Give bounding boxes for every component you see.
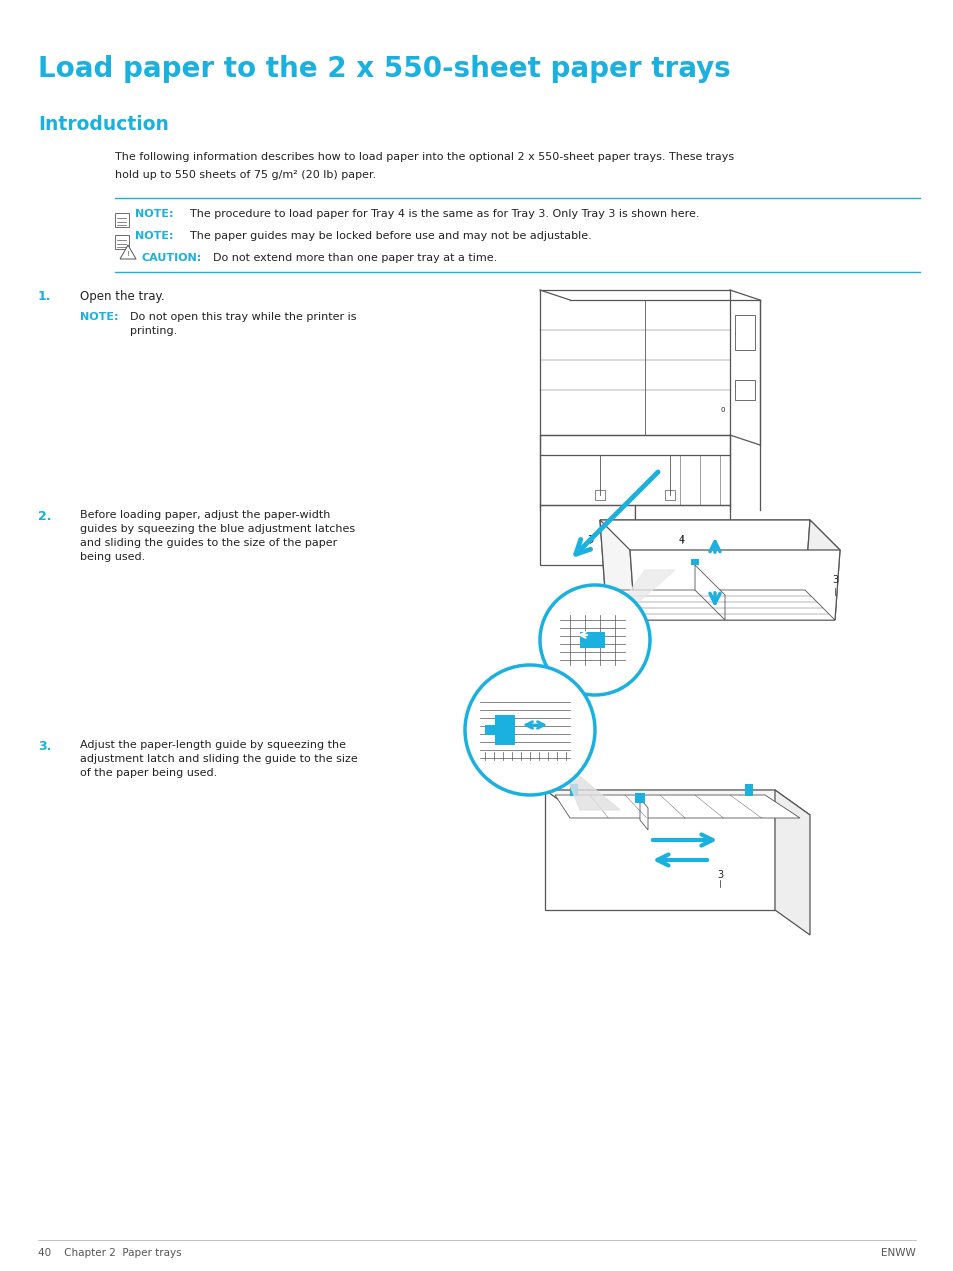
Polygon shape <box>804 520 840 620</box>
Polygon shape <box>639 798 647 830</box>
FancyBboxPatch shape <box>635 793 644 803</box>
Polygon shape <box>539 435 729 455</box>
Text: hold up to 550 sheets of 75 g/m² (20 lb) paper.: hold up to 550 sheets of 75 g/m² (20 lb)… <box>115 170 375 180</box>
FancyBboxPatch shape <box>664 491 675 500</box>
Text: !: ! <box>127 250 130 257</box>
FancyBboxPatch shape <box>495 716 515 745</box>
Text: 3: 3 <box>717 871 722 880</box>
FancyBboxPatch shape <box>690 559 699 566</box>
Polygon shape <box>599 520 635 620</box>
FancyBboxPatch shape <box>595 491 604 500</box>
Text: Adjust the paper-length guide by squeezing the: Adjust the paper-length guide by squeezi… <box>80 740 346 750</box>
Text: NOTE:: NOTE: <box>135 208 173 219</box>
FancyBboxPatch shape <box>734 380 754 400</box>
Circle shape <box>464 665 595 794</box>
Polygon shape <box>629 550 840 620</box>
Polygon shape <box>120 245 136 259</box>
Text: printing.: printing. <box>130 325 177 336</box>
Text: being used.: being used. <box>80 552 145 562</box>
Text: Load paper to the 2 x 550-sheet paper trays: Load paper to the 2 x 550-sheet paper tr… <box>38 55 730 83</box>
Text: Open the tray.: Open the tray. <box>80 290 165 302</box>
Text: 2.: 2. <box>38 510 51 522</box>
FancyBboxPatch shape <box>544 791 774 910</box>
Polygon shape <box>559 760 619 810</box>
Polygon shape <box>774 791 809 935</box>
Text: NOTE:: NOTE: <box>135 231 173 241</box>
FancyBboxPatch shape <box>744 784 752 796</box>
Polygon shape <box>599 520 809 590</box>
FancyBboxPatch shape <box>734 315 754 350</box>
Text: 40    Chapter 2  Paper trays: 40 Chapter 2 Paper trays <box>38 1248 181 1258</box>
Text: The paper guides may be locked before use and may not be adjustable.: The paper guides may be locked before us… <box>190 231 591 241</box>
FancyBboxPatch shape <box>635 505 729 566</box>
Text: 3: 3 <box>831 574 837 585</box>
Text: 3: 3 <box>586 535 593 545</box>
Polygon shape <box>604 590 834 620</box>
FancyBboxPatch shape <box>539 505 635 566</box>
Polygon shape <box>544 791 809 815</box>
Polygon shape <box>695 566 724 620</box>
FancyBboxPatch shape <box>569 784 578 796</box>
Text: NOTE:: NOTE: <box>80 311 118 322</box>
Text: The following information describes how to load paper into the optional 2 x 550-: The following information describes how … <box>115 153 734 161</box>
FancyBboxPatch shape <box>115 214 129 228</box>
Polygon shape <box>595 569 675 641</box>
Polygon shape <box>599 520 840 550</box>
Text: adjustment latch and sliding the guide to the size: adjustment latch and sliding the guide t… <box>80 754 357 764</box>
FancyBboxPatch shape <box>115 235 129 249</box>
Text: Do not extend more than one paper tray at a time.: Do not extend more than one paper tray a… <box>213 253 497 263</box>
Polygon shape <box>555 794 800 819</box>
Text: of the paper being used.: of the paper being used. <box>80 768 217 778</box>
Text: 4: 4 <box>679 535 684 545</box>
Text: guides by squeezing the blue adjustment latches: guides by squeezing the blue adjustment … <box>80 524 355 534</box>
Text: The procedure to load paper for Tray 4 is the same as for Tray 3. Only Tray 3 is: The procedure to load paper for Tray 4 i… <box>190 208 699 219</box>
Text: 1.: 1. <box>38 290 51 302</box>
Text: Introduction: Introduction <box>38 114 169 133</box>
Circle shape <box>539 585 649 695</box>
FancyBboxPatch shape <box>579 632 604 648</box>
Text: ENWW: ENWW <box>881 1248 915 1258</box>
FancyBboxPatch shape <box>484 724 499 735</box>
Text: 3.: 3. <box>38 740 51 752</box>
Text: Before loading paper, adjust the paper-width: Before loading paper, adjust the paper-w… <box>80 510 330 520</box>
Text: CAUTION:: CAUTION: <box>142 253 202 263</box>
Text: Do not open this tray while the printer is: Do not open this tray while the printer … <box>130 311 356 322</box>
Text: and sliding the guides to the size of the paper: and sliding the guides to the size of th… <box>80 538 337 548</box>
Text: 0: 0 <box>720 407 724 413</box>
